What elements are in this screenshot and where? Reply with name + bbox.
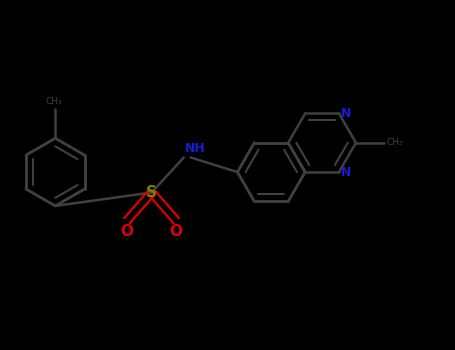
Text: N: N [341, 107, 352, 120]
Text: O: O [121, 224, 134, 239]
Text: S: S [146, 185, 157, 200]
Text: O: O [170, 224, 182, 239]
Text: NH: NH [185, 141, 206, 155]
Text: CH₃: CH₃ [386, 138, 403, 147]
Text: N: N [341, 166, 352, 178]
Text: CH₃: CH₃ [46, 97, 62, 106]
